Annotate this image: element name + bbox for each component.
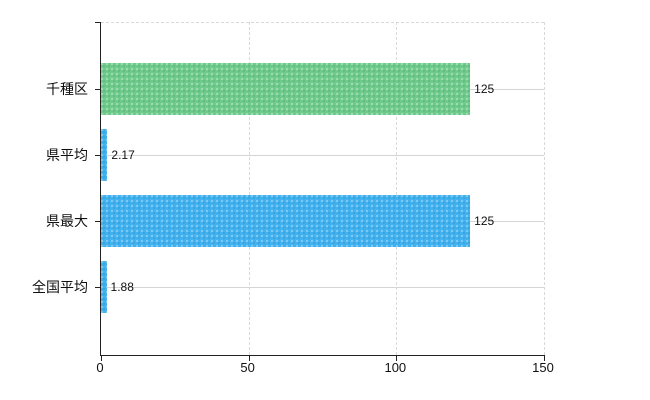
x-axis-tick-label: 100 — [384, 360, 407, 375]
axis-tick — [544, 355, 545, 361]
axis-tick-top — [95, 22, 101, 23]
value-label: 2.17 — [111, 148, 135, 162]
vertical-gridline — [248, 22, 250, 355]
bar-national-average[interactable] — [101, 261, 107, 313]
value-label: 125 — [474, 214, 495, 228]
row-gridline — [101, 287, 544, 288]
axis-tick — [95, 287, 101, 288]
category-label: 県平均 — [46, 147, 88, 163]
row-gridline — [101, 155, 544, 156]
plot-area: 125 2.17 125 1.88 — [95, 22, 545, 361]
category-label: 千種区 — [46, 81, 88, 97]
axis-tick — [95, 155, 101, 156]
vertical-gridline — [396, 22, 398, 355]
top-gridline — [101, 22, 544, 23]
value-label: 125 — [474, 82, 495, 96]
bar-chikusa-ku[interactable] — [101, 63, 471, 115]
axis-tick — [396, 355, 398, 361]
x-axis-tick-label: 50 — [240, 360, 255, 375]
vertical-gridline — [544, 22, 545, 355]
category-label: 県最大 — [46, 213, 88, 229]
x-axis-tick-label: 0 — [96, 360, 104, 375]
x-axis-tick-label: 150 — [532, 360, 554, 375]
bar-pref-max[interactable] — [101, 195, 471, 247]
value-label: 1.88 — [110, 280, 134, 294]
bar-pref-average[interactable] — [101, 129, 108, 181]
category-label: 全国平均 — [32, 279, 88, 295]
axis-tick — [95, 221, 101, 222]
axis-tick — [248, 355, 250, 361]
axis-tick — [95, 89, 101, 90]
axis-tick — [101, 355, 102, 361]
